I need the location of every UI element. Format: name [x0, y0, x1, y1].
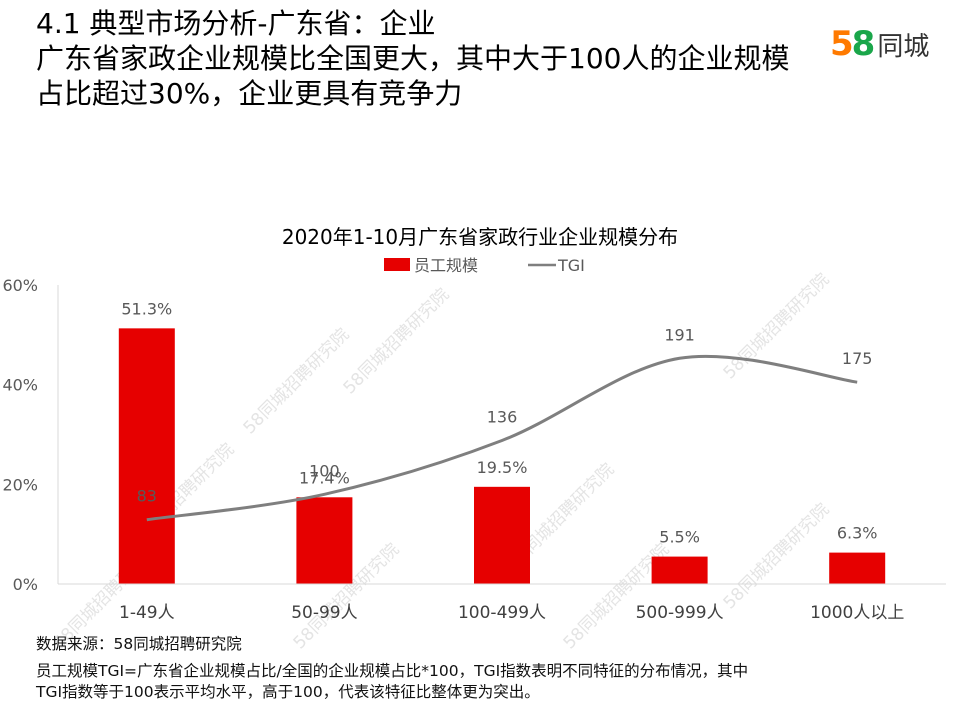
page-title: 4.1 典型市场分析-广东省：企业 广东省家政企业规模比全国更大，其中大于100…: [36, 6, 836, 111]
title-line-2: 广东省家政企业规模比全国更大，其中大于100人的企业规模: [36, 42, 790, 75]
bar-label-0: 51.3%: [121, 299, 172, 318]
tgi-label-1: 100: [309, 461, 340, 480]
bar-2: [474, 486, 530, 584]
x-tick-label-0: 1-49人: [119, 603, 175, 623]
tgi-label-4: 175: [842, 349, 873, 368]
tgi-note-line-1: 员工规模TGI=广东省企业规模占比/全国的企业规模占比*100，TGI指数表明不…: [36, 662, 749, 680]
title-line-1: 4.1 典型市场分析-广东省：企业: [36, 7, 436, 40]
legend-label-bar: 员工规模: [414, 256, 478, 275]
tgi-label-0: 83: [137, 487, 157, 506]
legend-label-line: TGI: [557, 256, 585, 275]
watermark-text-2: 58同城招聘研究院: [340, 285, 454, 399]
y-tick-label: 40%: [2, 376, 38, 395]
legend-swatch-bar: [384, 258, 410, 271]
bar-1: [296, 497, 353, 584]
y-tick-label: 60%: [2, 276, 38, 295]
chart-title: 2020年1-10月广东省家政行业企业规模分布: [282, 225, 678, 249]
bar-label-4: 6.3%: [837, 524, 878, 543]
logo-digit-5: 5: [830, 24, 854, 64]
tgi-line: [146, 354, 858, 522]
bar-3: [651, 556, 708, 584]
tgi-label-2: 136: [487, 407, 518, 426]
bar-label-2: 19.5%: [477, 458, 528, 477]
tgi-label-3: 191: [664, 325, 695, 344]
watermark-text-6: 58同城招聘研究院: [720, 270, 834, 384]
bar-label-3: 5.5%: [659, 528, 700, 547]
title-line-3: 占比超过30%，企业更具有竞争力: [36, 77, 463, 110]
y-tick-label: 0%: [13, 575, 38, 594]
y-tick-label: 20%: [2, 475, 38, 494]
logo-text: 同城: [877, 31, 930, 62]
data-source-note: 数据来源：58同城招聘研究院: [36, 635, 242, 653]
bar-4: [829, 552, 886, 584]
x-tick-label-4: 1000人以上: [810, 603, 904, 623]
watermark-text-0: 58同城招聘研究院: [240, 325, 354, 439]
brand-logo: 5 8 同城: [830, 24, 929, 64]
x-tick-label-1: 50-99人: [291, 603, 357, 623]
logo-digit-8: 8: [851, 24, 876, 64]
footnotes: 数据来源：58同城招聘研究院 员工规模TGI=广东省企业规模占比/全国的企业规模…: [36, 634, 748, 703]
tgi-note-line-2: TGI指数等于100表示平均水平，高于100，代表该特征比整体更为突出。: [36, 683, 540, 701]
bar-0: [118, 328, 175, 584]
x-tick-label-2: 100-499人: [458, 603, 546, 623]
watermark-text-7: 58同城招聘研究院: [720, 500, 834, 614]
x-tick-label-3: 500-999人: [636, 603, 724, 623]
bar-label-1: 17.4%: [299, 468, 350, 487]
